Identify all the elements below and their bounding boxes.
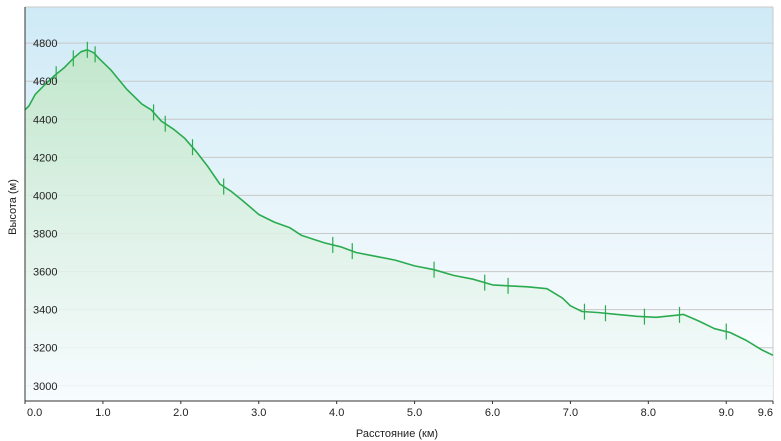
y-tick-label: 4200: [33, 152, 57, 164]
x-tick-labels: 0.0 1.0 2.0 3.0 4.0 5.0 6.0 7.0 8.0 9.0 9.6: [24, 401, 774, 419]
elevation-line: [24, 49, 774, 357]
x-tick-label: 9.0: [719, 407, 734, 419]
y-tick-label: 3800: [33, 229, 57, 241]
x-tick-label: 9.6: [758, 407, 773, 419]
y-tick-labels: 3000 3200 3400 3600 3800 4000 4200 4400 4600 4800: [33, 38, 57, 393]
y-tick-label: 4600: [33, 76, 57, 88]
x-tick-label: 6.0: [485, 407, 500, 419]
y-tick-label: 4000: [33, 190, 57, 202]
x-axis-label: Расстояние (км): [356, 428, 438, 440]
x-tick-label: 1.0: [95, 407, 110, 419]
y-tick-label: 4800: [33, 38, 57, 50]
y-tick-label: 3000: [33, 381, 57, 393]
y-tick-label: 4400: [33, 114, 57, 126]
x-tick-label: 3.0: [251, 407, 266, 419]
x-tick-label: 7.0: [563, 407, 578, 419]
x-tick-label: 0.0: [27, 407, 42, 419]
x-tick-label: 4.0: [329, 407, 344, 419]
gps-noise-spikes: [55, 41, 727, 340]
x-tick-label: 5.0: [407, 407, 422, 419]
y-tick-label: 3200: [33, 343, 57, 355]
x-tick-label: 8.0: [641, 407, 656, 419]
y-tick-label: 3600: [33, 267, 57, 279]
y-axis-label: Высота (м): [7, 179, 19, 235]
y-tick-label: 3400: [33, 305, 57, 317]
x-tick-label: 2.0: [173, 407, 188, 419]
elevation-area: [25, 49, 773, 402]
